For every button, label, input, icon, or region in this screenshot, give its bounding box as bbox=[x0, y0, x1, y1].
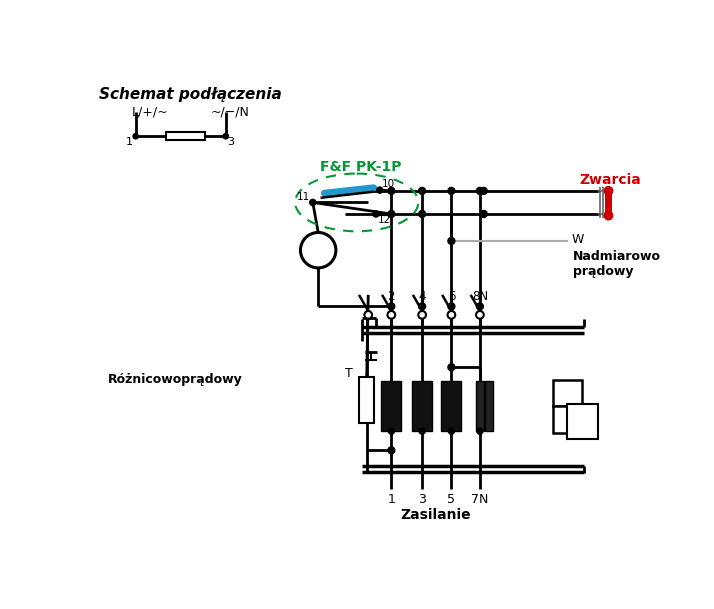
Text: 4: 4 bbox=[418, 289, 426, 303]
Text: 8N: 8N bbox=[472, 289, 488, 303]
Circle shape bbox=[448, 364, 455, 371]
Text: F&F PK-1P: F&F PK-1P bbox=[320, 160, 401, 174]
Circle shape bbox=[604, 186, 613, 195]
Circle shape bbox=[481, 211, 487, 217]
Text: T: T bbox=[345, 367, 353, 380]
Circle shape bbox=[481, 188, 487, 194]
Circle shape bbox=[133, 133, 139, 139]
Circle shape bbox=[388, 303, 395, 310]
Circle shape bbox=[373, 211, 379, 217]
Circle shape bbox=[388, 188, 395, 194]
Bar bbox=[381, 381, 401, 431]
Circle shape bbox=[477, 428, 483, 434]
Bar bbox=[476, 381, 484, 431]
Text: 10: 10 bbox=[381, 179, 394, 189]
Circle shape bbox=[418, 188, 426, 194]
Circle shape bbox=[418, 303, 426, 310]
Circle shape bbox=[310, 199, 316, 205]
Bar bbox=[553, 379, 583, 406]
Text: 7N: 7N bbox=[471, 493, 488, 505]
Circle shape bbox=[476, 303, 483, 310]
Circle shape bbox=[388, 447, 395, 454]
Circle shape bbox=[377, 187, 383, 193]
Text: Zwarcia: Zwarcia bbox=[579, 173, 641, 187]
Text: 11: 11 bbox=[296, 192, 310, 202]
Bar bbox=[553, 406, 583, 434]
Text: 12: 12 bbox=[378, 215, 391, 225]
Text: 6: 6 bbox=[448, 289, 455, 303]
Bar bbox=[441, 381, 461, 431]
Text: Różnicowoprądowy: Różnicowoprądowy bbox=[108, 373, 243, 386]
Circle shape bbox=[448, 303, 455, 310]
Text: 5: 5 bbox=[448, 493, 456, 505]
Circle shape bbox=[476, 188, 483, 194]
Text: Zasilanie: Zasilanie bbox=[401, 508, 471, 522]
Circle shape bbox=[604, 211, 613, 220]
Text: 1: 1 bbox=[388, 493, 396, 505]
Bar bbox=[166, 132, 205, 140]
Text: 2: 2 bbox=[388, 289, 395, 303]
Circle shape bbox=[388, 211, 395, 217]
Text: 3: 3 bbox=[418, 493, 426, 505]
Circle shape bbox=[223, 133, 228, 139]
Circle shape bbox=[388, 311, 395, 319]
Circle shape bbox=[448, 188, 455, 194]
Circle shape bbox=[418, 311, 426, 319]
Circle shape bbox=[448, 311, 456, 319]
Circle shape bbox=[419, 428, 426, 434]
Circle shape bbox=[418, 211, 426, 217]
Text: W: W bbox=[571, 233, 584, 246]
Circle shape bbox=[301, 233, 336, 268]
Text: ~/−/N: ~/−/N bbox=[211, 105, 249, 118]
Text: 1: 1 bbox=[126, 137, 133, 147]
Bar bbox=[567, 404, 598, 439]
Bar bbox=[412, 381, 432, 431]
Text: Nadmiarowo
prądowy: Nadmiarowo prądowy bbox=[573, 250, 661, 278]
Circle shape bbox=[364, 311, 372, 319]
Bar bbox=[486, 381, 493, 431]
Circle shape bbox=[476, 311, 484, 319]
Text: 3: 3 bbox=[227, 137, 234, 147]
Text: Schemat podłączenia: Schemat podłączenia bbox=[99, 87, 281, 102]
Circle shape bbox=[388, 428, 394, 434]
Bar bbox=[359, 377, 374, 423]
Text: L/+/~: L/+/~ bbox=[132, 105, 169, 118]
Circle shape bbox=[448, 428, 455, 434]
Circle shape bbox=[448, 238, 455, 244]
